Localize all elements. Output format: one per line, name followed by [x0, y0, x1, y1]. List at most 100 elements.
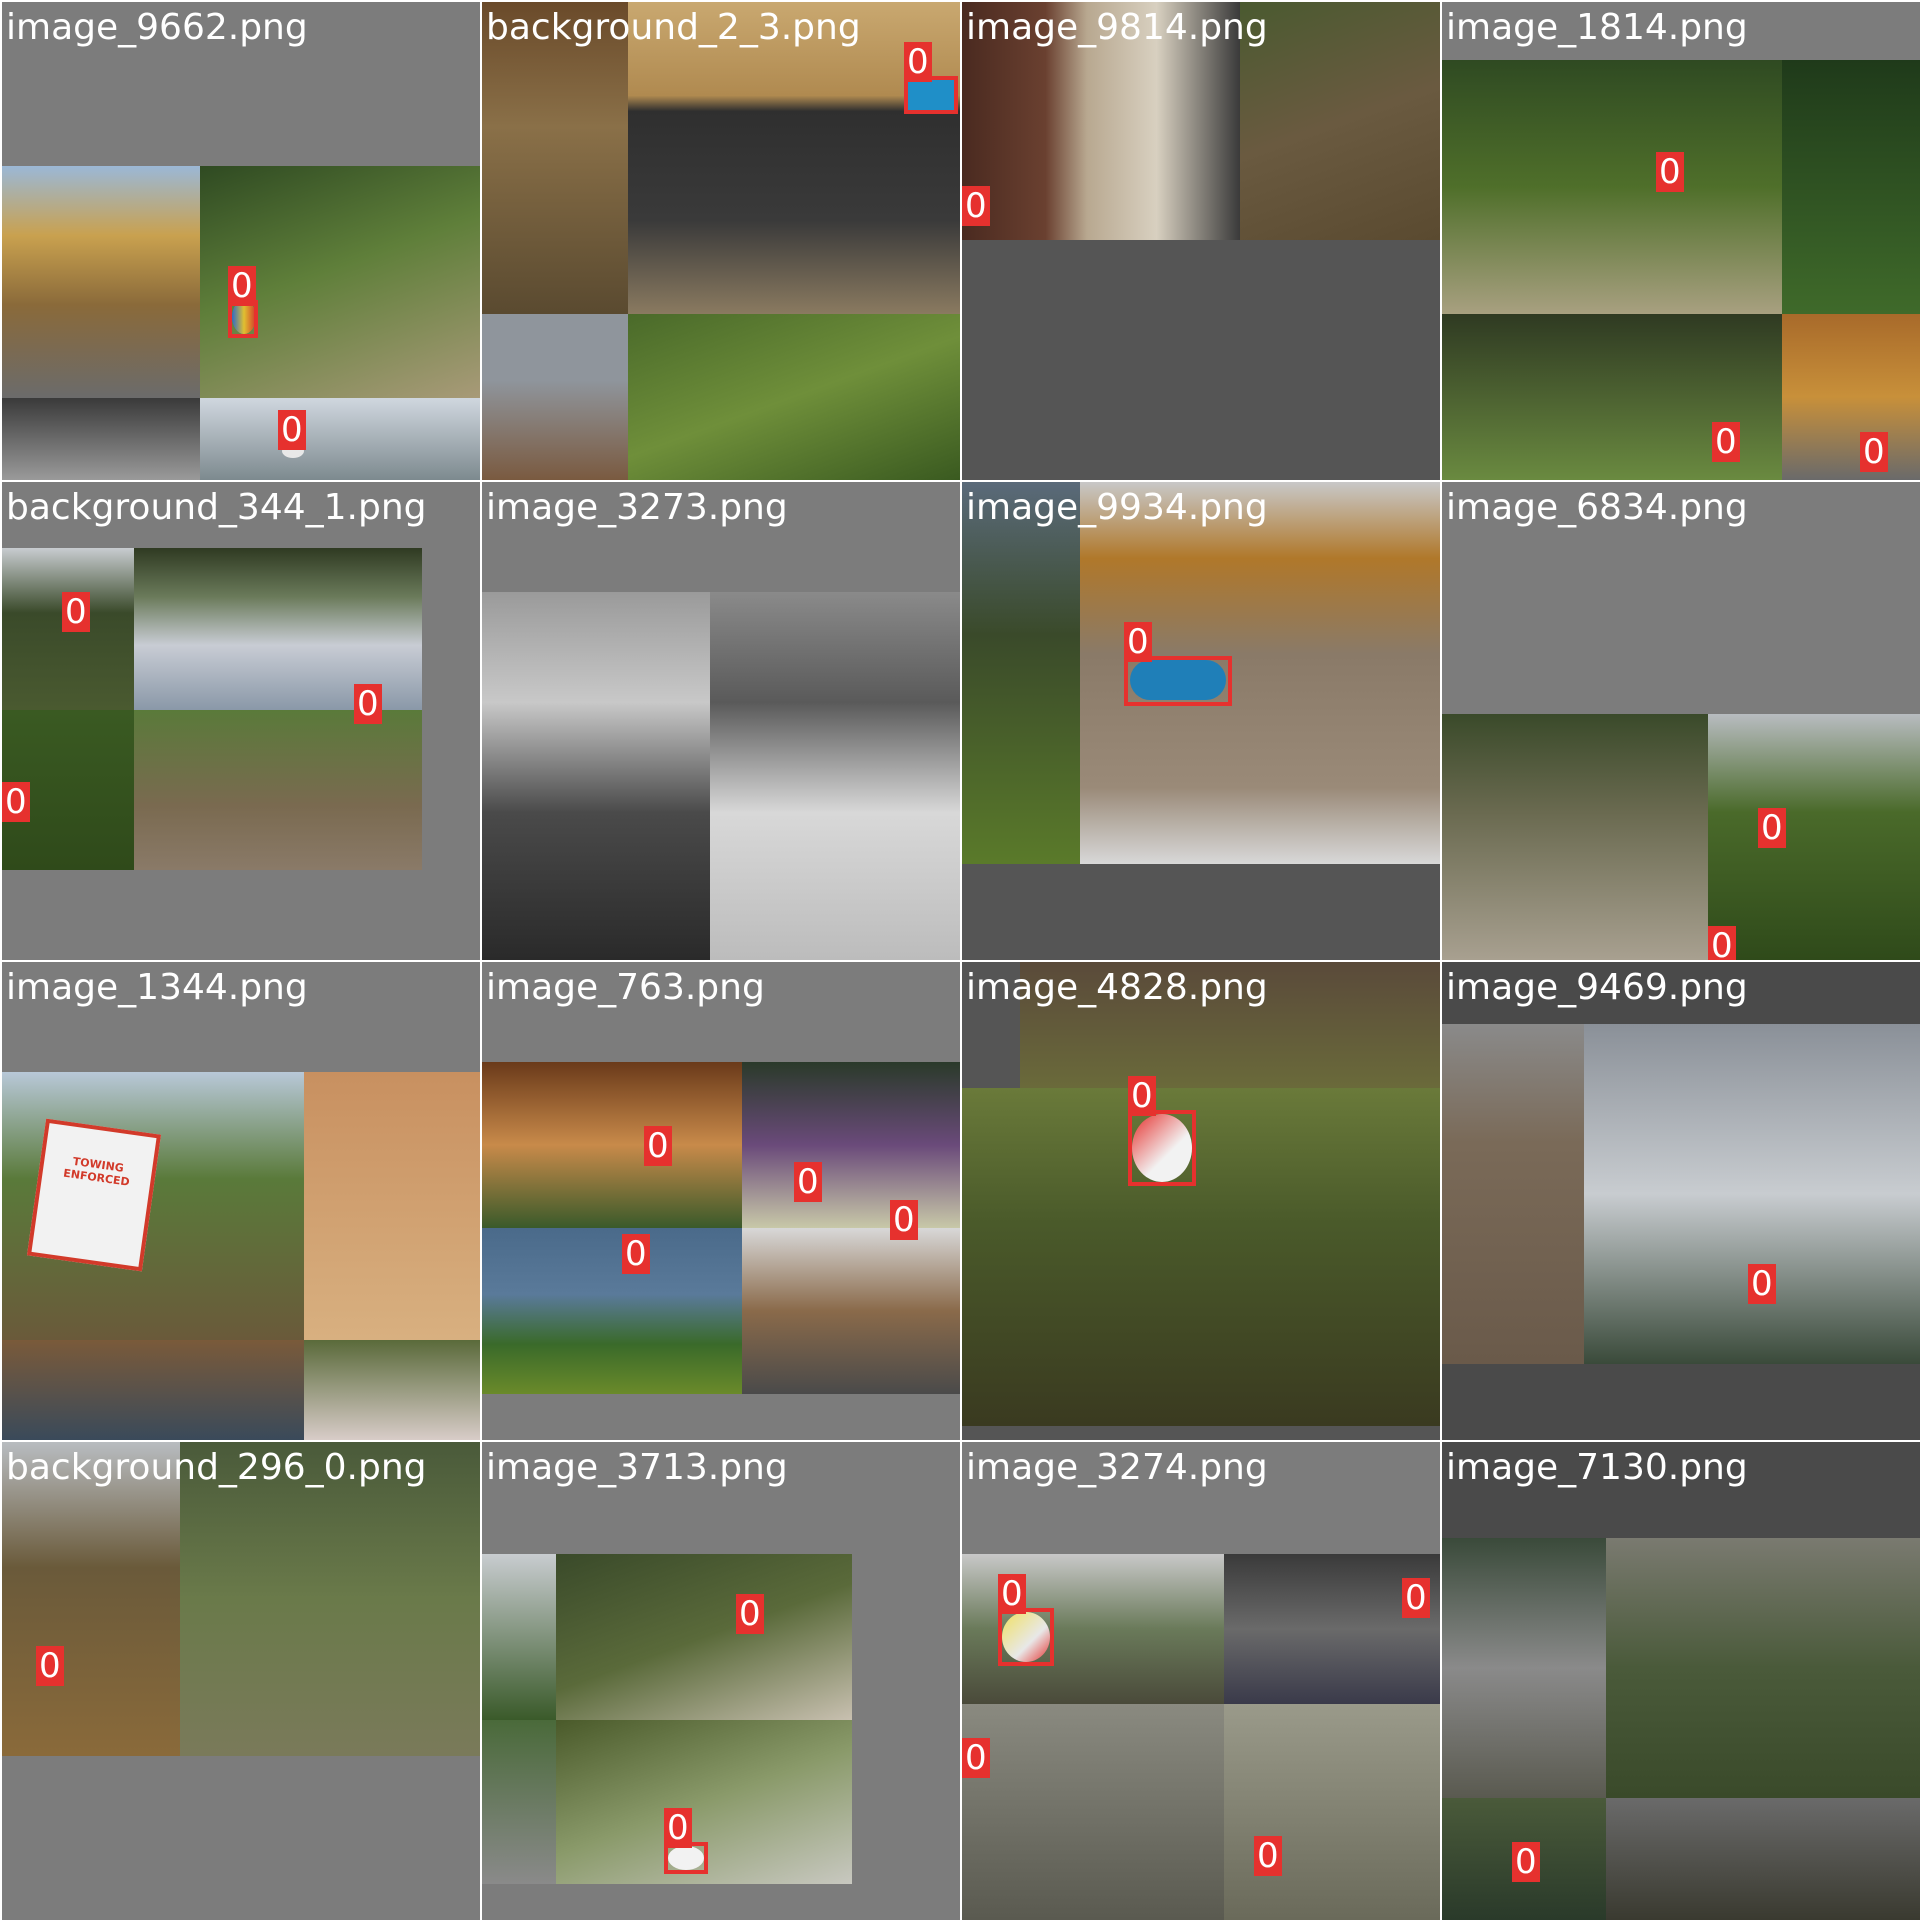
photo-cliff: [482, 1554, 556, 1720]
detection-box: [998, 1608, 1054, 1666]
class-label: 0: [664, 1808, 692, 1848]
photo-lake-grass: [482, 1228, 742, 1394]
class-label: 0: [1254, 1836, 1282, 1876]
class-label: 0: [228, 266, 256, 306]
tile-image-1814: 0 0 0 image_1814.png: [1442, 2, 1920, 480]
class-label: 0: [622, 1234, 650, 1274]
tile-background-2-3: 0 background_2_3.png: [482, 2, 960, 480]
class-label: 0: [1758, 808, 1786, 848]
photo-stone-doorway: [962, 2, 1240, 240]
ball-object: [1132, 1114, 1192, 1182]
ball-object: [1002, 1612, 1050, 1662]
tile-filename: image_3273.png: [486, 487, 788, 528]
photo-building: [2, 166, 200, 398]
photo-willow: [482, 1720, 556, 1884]
photo-bare-branches: [962, 1704, 1224, 1920]
tile-image-9934: 0 image_9934.png: [962, 482, 1440, 960]
class-label: 0: [736, 1594, 764, 1634]
tile-image-9814: 0 image_9814.png: [962, 2, 1440, 480]
photo-stop-sign-road: [1442, 1538, 1606, 1798]
photo-upside-sky: [134, 548, 422, 710]
photo-brick-alley: [482, 1062, 742, 1228]
tile-filename: image_9662.png: [6, 7, 308, 48]
photo-bushes: [1442, 60, 1782, 314]
ball-object: [668, 1846, 704, 1870]
tile-image-7130: 0 image_7130.png: [1442, 1442, 1920, 1920]
photo-cloudy-sky: [1584, 1024, 1920, 1364]
photo-wall: [304, 1072, 480, 1340]
class-label: 0: [278, 410, 306, 450]
detection-box: [1124, 656, 1232, 706]
photo-dirt-slope: [1442, 714, 1708, 960]
tile-image-4828: 0 image_4828.png: [962, 962, 1440, 1440]
tile-image-3273: image_3273.png: [482, 482, 960, 960]
tile-filename: image_7130.png: [1446, 1447, 1748, 1488]
tile-filename: background_296_0.png: [6, 1447, 427, 1488]
photo-shrubs: [628, 314, 960, 480]
photo-rooftops: [2, 398, 200, 480]
class-label: 0: [1712, 422, 1740, 462]
photo-oak-street: [710, 592, 960, 960]
tile-filename: image_1814.png: [1446, 7, 1748, 48]
tile-filename: image_763.png: [486, 967, 765, 1008]
class-label: 0: [1128, 1076, 1156, 1116]
tile-image-9469: 0 image_9469.png: [1442, 962, 1920, 1440]
tile-background-296-0: 0 background_296_0.png: [2, 1442, 480, 1920]
tile-image-3274: 0 0 0 0 image_3274.png: [962, 1442, 1440, 1920]
photo-trail: [134, 710, 422, 870]
class-label: 0: [962, 186, 990, 226]
tile-filename: image_3274.png: [966, 1447, 1268, 1488]
tile-filename: image_9814.png: [966, 7, 1268, 48]
photo-parked-cars: [2, 1340, 304, 1440]
photo-sky-wires: [200, 398, 480, 480]
class-label: 0: [1708, 926, 1736, 960]
class-label: 0: [904, 42, 932, 82]
class-label: 0: [998, 1574, 1026, 1614]
class-label: 0: [2, 782, 30, 822]
tile-background-344-1: 0 0 0 background_344_1.png: [2, 482, 480, 960]
class-label: 0: [794, 1162, 822, 1202]
photo-leaf-ground: [1240, 2, 1440, 240]
towing-sign-text: TOWING ENFORCED: [62, 1154, 131, 1189]
photo-grass-field: [1020, 962, 1440, 1088]
photo-grass-plain: [1224, 1704, 1440, 1920]
photo-car-park: [1224, 1554, 1440, 1704]
tile-image-3713: 0 0 image_3713.png: [482, 1442, 960, 1920]
tile-image-9662: 0 0 image_9662.png: [2, 2, 480, 480]
photo-hillside: [742, 1062, 960, 1228]
sign-object: [1130, 660, 1226, 700]
photo-wood-fence-panel: [1442, 1024, 1584, 1364]
class-label: 0: [1860, 432, 1888, 472]
tile-image-6834: 0 0 image_6834.png: [1442, 482, 1920, 960]
photo-water-reeds: [962, 482, 1080, 864]
photo-tudor-wall: [482, 2, 628, 314]
tile-filename: image_3713.png: [486, 1447, 788, 1488]
detection-box: [1128, 1110, 1196, 1186]
tile-filename: background_2_3.png: [486, 7, 861, 48]
class-label: 0: [1656, 152, 1684, 192]
photo-tower: [482, 314, 628, 480]
photo-dense-bush: [556, 1554, 852, 1720]
class-label: 0: [1748, 1264, 1776, 1304]
class-label: 0: [62, 592, 90, 632]
class-label: 0: [962, 1738, 990, 1778]
class-label: 0: [1124, 622, 1152, 662]
class-label: 0: [1402, 1578, 1430, 1618]
photo-pine: [1782, 60, 1920, 314]
tile-filename: image_4828.png: [966, 967, 1268, 1008]
photo-tree-branches: [1708, 714, 1920, 960]
towing-sign: TOWING ENFORCED: [26, 1118, 162, 1272]
tile-filename: background_344_1.png: [6, 487, 427, 528]
tile-filename: image_1344.png: [6, 967, 308, 1008]
tile-filename: image_9469.png: [1446, 967, 1748, 1008]
class-label: 0: [644, 1126, 672, 1166]
photo-parking-lot: [482, 592, 710, 960]
class-label: 0: [1512, 1842, 1540, 1882]
tile-filename: image_9934.png: [966, 487, 1268, 528]
photo-oak-canopy: [962, 1088, 1440, 1426]
sign-object: [908, 80, 954, 110]
photo-tree-trunks: [180, 1442, 480, 1756]
photo-autumn-shrub: [1782, 314, 1920, 480]
photo-dead-tree: [1606, 1798, 1920, 1920]
